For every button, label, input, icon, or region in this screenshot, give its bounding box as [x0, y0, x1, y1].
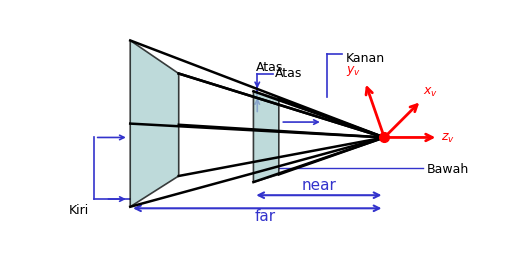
Polygon shape	[253, 91, 279, 182]
Text: Kanan: Kanan	[346, 52, 385, 65]
Text: $z_v$: $z_v$	[440, 132, 454, 145]
Text: $y_v$: $y_v$	[346, 64, 361, 78]
Text: near: near	[301, 178, 336, 193]
Text: $x_v$: $x_v$	[423, 86, 438, 99]
Text: Atas: Atas	[256, 61, 283, 74]
Text: Kiri: Kiri	[69, 204, 89, 217]
Polygon shape	[130, 41, 179, 207]
Text: Bawah: Bawah	[427, 163, 469, 176]
Text: far: far	[255, 209, 275, 224]
Text: Atas: Atas	[275, 67, 302, 80]
